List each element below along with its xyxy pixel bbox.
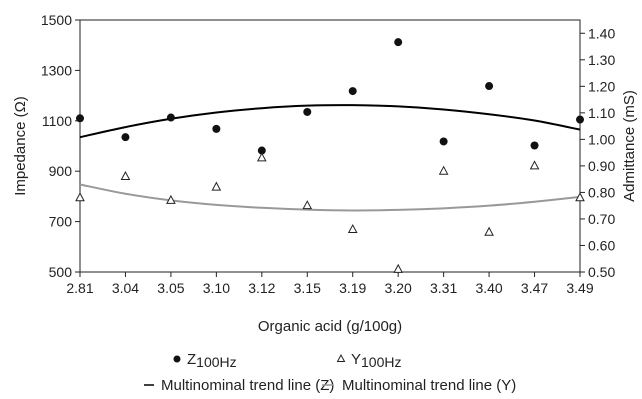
y2-tick-label: 0.90 — [588, 158, 615, 174]
y-tick-label: 1100 — [42, 113, 72, 129]
x-tick-label: 3.31 — [430, 280, 457, 296]
y2-tick-label: 1.20 — [588, 78, 615, 94]
x-tick-label: 3.10 — [203, 280, 230, 296]
y2-axis-title: Admittance (mS) — [621, 90, 638, 202]
y2-tick-label: 0.50 — [588, 264, 615, 280]
data-point-z — [576, 115, 584, 124]
data-point-y — [575, 192, 585, 202]
trend-line — [79, 183, 581, 212]
x-tick-label: 3.19 — [339, 280, 366, 296]
data-point-z — [348, 87, 357, 96]
data-point-z — [121, 133, 130, 142]
data-point-y — [166, 194, 176, 204]
data-point-y — [211, 181, 222, 191]
data-point-y — [256, 152, 267, 162]
legend-label-y: Y100Hz — [351, 351, 401, 370]
y2-tick-label: 1.00 — [588, 131, 615, 147]
legend: Z100Hz Y100Hz Multinominal trend line (Z) M… — [144, 351, 516, 394]
plot-frame — [79, 19, 581, 273]
x-tick-label: 3.49 — [566, 280, 593, 296]
legend-label-trend-y: Multinominal trend line (Y) — [342, 377, 516, 394]
x-tick-label: 3.20 — [385, 280, 412, 296]
trend-line — [79, 104, 581, 139]
data-point-z — [166, 113, 175, 122]
legend-marker-y — [336, 353, 346, 362]
data-point-y — [302, 200, 313, 210]
y-tick-label: 700 — [49, 214, 73, 230]
data-point-y — [347, 223, 358, 234]
x-tick-label: 3.40 — [475, 280, 502, 296]
x-tick-label: 3.12 — [248, 280, 275, 296]
legend-label-trend-z: Multinominal trend line (Z) — [161, 377, 334, 394]
data-point-y — [75, 192, 85, 202]
y2-tick-label: 1.40 — [588, 25, 615, 41]
data-point-z — [303, 107, 312, 116]
y2-tick-label: 1.30 — [588, 52, 615, 68]
data-point-z — [76, 114, 84, 123]
data-point-y — [120, 170, 131, 181]
x-tick-label: 3.04 — [112, 280, 139, 296]
y-tick-label: 1300 — [41, 62, 72, 78]
data-point-z — [394, 38, 403, 47]
data-point-z — [530, 141, 539, 150]
x-tick-label: 3.47 — [521, 280, 548, 296]
data-point-y — [484, 226, 494, 236]
x-tick-label: 3.15 — [294, 280, 321, 296]
y2-tick-label: 1.10 — [588, 105, 615, 121]
y-tick-label: 500 — [49, 264, 73, 280]
x-axis-title: Organic acid (g/100g) — [258, 318, 402, 335]
legend-marker-z — [173, 355, 181, 363]
data-point-z — [212, 124, 221, 133]
data-point-z — [439, 137, 448, 146]
data-point-y — [529, 160, 540, 170]
y-axis-title: Impedance (Ω) — [12, 96, 29, 196]
data-point-y — [393, 263, 404, 273]
x-tick-label: 3.05 — [157, 280, 184, 296]
data-point-z — [485, 82, 494, 91]
plot-area: 500 700 900 1100 1300 1500 0.50 0.60 0.70 0.80 0.9… — [12, 12, 638, 335]
y2-tick-label: 0.70 — [588, 211, 615, 227]
y-tick-label: 900 — [49, 163, 73, 179]
y2-tick-label: 0.60 — [588, 237, 615, 253]
y-tick-label: 1500 — [41, 12, 72, 28]
x-tick-label: 2.81 — [66, 280, 93, 296]
legend-label-z: Z100Hz — [187, 351, 237, 370]
data-point-y — [438, 165, 449, 175]
data-point-z — [257, 146, 266, 155]
y2-tick-label: 0.80 — [588, 184, 615, 200]
